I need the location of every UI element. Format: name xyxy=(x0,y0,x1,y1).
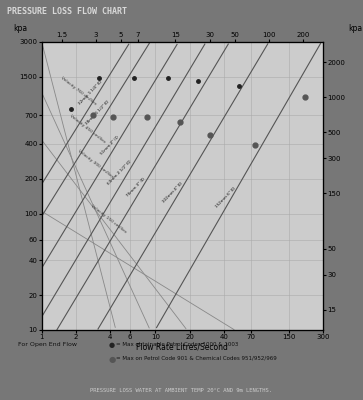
Text: Velocity 450 cm/Sec: Velocity 450 cm/Sec xyxy=(69,114,106,144)
Text: PRESSURE LOSS FLOW CHART: PRESSURE LOSS FLOW CHART xyxy=(7,6,127,16)
Text: 152mm 6" ID: 152mm 6" ID xyxy=(215,186,236,208)
Text: Velocity 300 cm/Sec: Velocity 300 cm/Sec xyxy=(77,149,114,179)
Text: kpa: kpa xyxy=(14,24,28,33)
Text: 51mm 2" ID: 51mm 2" ID xyxy=(100,135,120,156)
Text: Velocity 760 cm/Sec: Velocity 760 cm/Sec xyxy=(60,76,97,106)
Text: = Max obtainable Petrol Codes 1000 & 1003: = Max obtainable Petrol Codes 1000 & 100… xyxy=(116,342,238,347)
Text: PRESSURE LOSS WATER AT AMBIENT TEMP 20°C AND 9m LENGTHS.: PRESSURE LOSS WATER AT AMBIENT TEMP 20°C… xyxy=(90,388,273,394)
Text: kpa: kpa xyxy=(348,24,363,33)
Text: = Max on Petrol Code 901 & Chemical Codes 951/952/969: = Max on Petrol Code 901 & Chemical Code… xyxy=(116,355,277,360)
Text: 63mm 2 1/2" ID: 63mm 2 1/2" ID xyxy=(107,160,133,186)
Text: 32mm 1 1/4" ID: 32mm 1 1/4" ID xyxy=(78,79,103,105)
Text: 76mm 3" ID: 76mm 3" ID xyxy=(126,177,146,198)
Text: 38mm 1 1/2" ID: 38mm 1 1/2" ID xyxy=(85,100,111,126)
Text: 102mm 4" ID: 102mm 4" ID xyxy=(162,181,184,204)
Text: For Open End Flow: For Open End Flow xyxy=(18,342,77,347)
Text: ●: ● xyxy=(109,355,116,364)
Text: Velocity 150 cm/Sec: Velocity 150 cm/Sec xyxy=(90,203,127,234)
Text: ●: ● xyxy=(109,342,115,348)
X-axis label: Flow Rate Litres/Second: Flow Rate Litres/Second xyxy=(136,343,228,352)
